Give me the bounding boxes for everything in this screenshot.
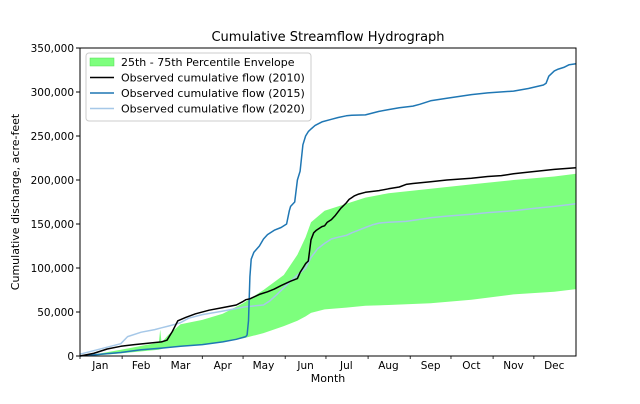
percentile-envelope: [80, 173, 576, 356]
legend-swatch: [89, 57, 115, 67]
x-tick-label: Sep: [421, 360, 441, 372]
legend-series-2020: Observed cumulative flow (2020): [90, 103, 305, 116]
x-tick-label: May: [253, 360, 275, 372]
x-tick-label: Oct: [462, 360, 480, 372]
legend: 25th - 75th Percentile Envelope Observed …: [85, 52, 312, 122]
x-tick-label: Apr: [214, 360, 233, 372]
legend-series-2015: Observed cumulative flow (2015): [90, 87, 305, 100]
legend-label: 25th - 75th Percentile Envelope: [121, 56, 295, 69]
legend-envelope: 25th - 75th Percentile Envelope: [89, 56, 295, 69]
x-tick-label: Jan: [91, 360, 108, 372]
y-tick-label: 0: [67, 351, 74, 363]
legend-label: Observed cumulative flow (2010): [121, 72, 305, 85]
legend-label: Observed cumulative flow (2015): [121, 87, 305, 100]
series-line-1: [79, 166, 577, 357]
x-tick-label: Jul: [339, 360, 353, 372]
legend-series-2010: Observed cumulative flow (2010): [90, 72, 305, 85]
x-axis-label: Month: [311, 372, 346, 385]
chart-title: Cumulative Streamflow Hydrograph: [211, 30, 444, 45]
y-tick-label: 250,000: [31, 131, 74, 143]
envelope-layer: [80, 173, 576, 356]
x-tick-label: Nov: [503, 360, 524, 372]
y-tick-label: 50,000: [37, 307, 74, 319]
y-tick-label: 150,000: [31, 219, 74, 231]
legend-label: Observed cumulative flow (2020): [121, 103, 305, 116]
plot-area: [79, 47, 577, 357]
plot-frame: [79, 47, 577, 357]
x-axis: Jan Feb Mar Apr May Jun Jul Aug Sep Oct Nov Dec: [79, 356, 565, 372]
y-axis-label: Cumulative discharge, acre-feet: [9, 113, 22, 290]
x-tick-label: Mar: [171, 360, 191, 372]
x-tick-label: Jun: [296, 360, 313, 372]
series-line-3: [79, 203, 577, 355]
y-axis: 0 50,000 100,000 150,000 200,000 250,000 300,0…: [31, 43, 80, 363]
y-tick-label: 300,000: [31, 87, 74, 99]
series-line-2: [79, 63, 577, 357]
legend-box: [85, 52, 312, 122]
x-tick-label: Dec: [544, 360, 565, 372]
y-tick-label: 350,000: [31, 43, 74, 55]
y-tick-label: 200,000: [31, 175, 74, 187]
y-tick-label: 100,000: [31, 263, 74, 275]
x-tick-label: Aug: [378, 360, 399, 372]
series-layer: [79, 63, 577, 357]
x-tick-label: Feb: [132, 360, 151, 372]
